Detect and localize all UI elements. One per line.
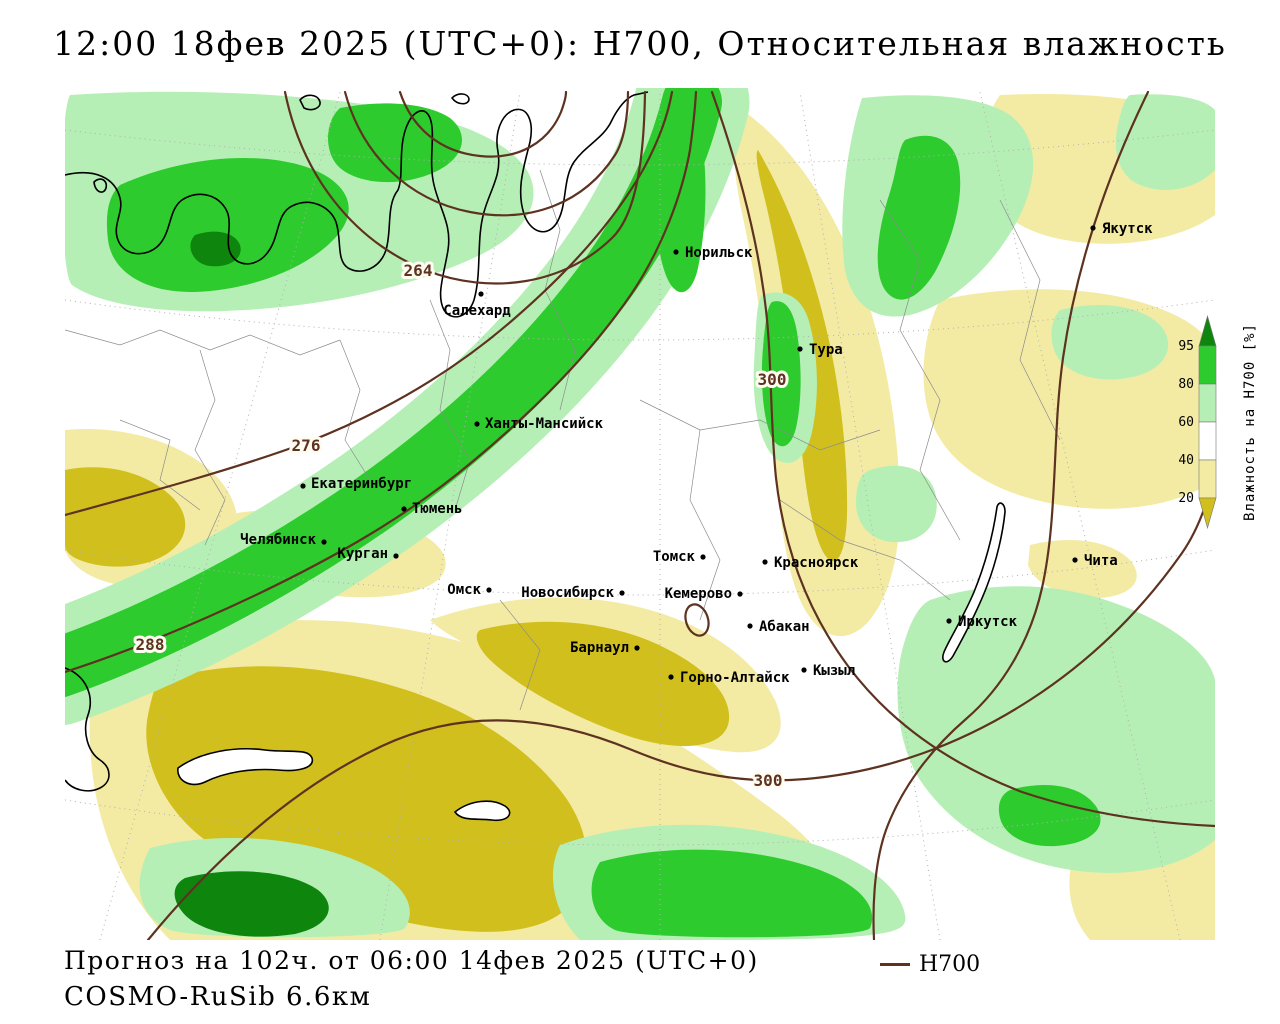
city-label: Челябинск [240, 532, 316, 548]
lake-zaysan [453, 800, 511, 822]
city-marker [797, 346, 803, 352]
city-label: Салехард [443, 303, 511, 319]
city-label: Горно-Алтайск [680, 670, 790, 686]
city-marker [946, 618, 952, 624]
city-label: Норильск [685, 245, 753, 261]
colorbar-arrow-bottom [1198, 497, 1217, 530]
humidity-field [0, 44, 1215, 940]
city-label: Барнаул [570, 640, 629, 656]
isoline-label: 300 [758, 370, 787, 389]
isoline-label: 264 [404, 261, 433, 280]
city-marker [474, 421, 480, 427]
isoline-label: 300 [754, 771, 783, 790]
isoline-label: 276 [292, 436, 321, 455]
isoline-label: 288 [136, 635, 165, 654]
colorbar-tick: 60 [1178, 415, 1194, 430]
city-marker [747, 623, 753, 629]
city-markers: Норильск Салехард Тура Якутск Ханты-Мансийск… [240, 221, 1153, 686]
city-label: Тура [809, 342, 843, 358]
colorbar-segment [1198, 383, 1217, 423]
city-label: Чита [1084, 553, 1118, 569]
colorbar-tick: 20 [1178, 491, 1194, 506]
colorbar-tick: 95 [1178, 339, 1194, 354]
isoline-labels: 264 276 288 300 300 [133, 258, 790, 793]
map-title: 12:00 18фев 2025 (UTC+0): H700, Относите… [53, 24, 1227, 63]
h700-legend: H700 [880, 952, 980, 977]
city-marker [478, 291, 484, 297]
city-marker [634, 645, 640, 651]
city-label: Иркутск [958, 614, 1018, 630]
colorbar-segment [1198, 345, 1217, 385]
lake-baikal [942, 502, 1006, 663]
city-marker [321, 539, 327, 545]
colorbar-axis-label: Влажность на H700 [%] [1242, 323, 1258, 521]
colorbar-tick: 40 [1178, 453, 1194, 468]
city-label: Екатеринбург [311, 476, 412, 492]
city-label: Курган [337, 546, 388, 562]
city-label: Тюмень [412, 501, 463, 517]
lake-balkhash [177, 748, 314, 786]
city-marker [668, 674, 674, 680]
city-marker [300, 483, 306, 489]
city-marker [393, 553, 399, 559]
city-label: Ханты-Мансийск [485, 416, 604, 432]
city-marker [486, 587, 492, 593]
humidity-colorbar: 95 80 60 40 20 Влажность на H700 [%] [1178, 314, 1258, 530]
city-marker [737, 591, 743, 597]
city-label: Томск [653, 549, 696, 565]
city-label: Якутск [1102, 221, 1153, 237]
h700-line-sample [880, 963, 910, 966]
city-marker [801, 667, 807, 673]
city-label: Абакан [759, 619, 810, 635]
coastline [64, 91, 649, 792]
city-marker [1090, 225, 1096, 231]
graticule [64, 91, 1216, 941]
city-marker [401, 506, 407, 512]
colorbar-segment [1198, 421, 1217, 461]
forecast-info: Прогноз на 102ч. от 06:00 14фев 2025 (UT… [64, 946, 759, 975]
colorbar-segment [1198, 459, 1217, 499]
city-marker [673, 249, 679, 255]
city-marker [1072, 557, 1078, 563]
city-label: Красноярск [774, 555, 859, 571]
lakes [177, 502, 1006, 822]
colorbar-tick: 80 [1178, 377, 1194, 392]
h700-legend-label: H700 [919, 952, 981, 977]
city-marker [700, 554, 706, 560]
city-label: Кызыл [813, 663, 855, 679]
city-marker [762, 559, 768, 565]
city-label: Кемерово [665, 586, 732, 602]
city-label: Омск [447, 582, 481, 598]
isolines-h700 [63, 90, 1217, 942]
model-info: COSMO-RuSib 6.6км [64, 982, 372, 1012]
city-label: Новосибирск [521, 585, 614, 601]
city-marker [619, 590, 625, 596]
